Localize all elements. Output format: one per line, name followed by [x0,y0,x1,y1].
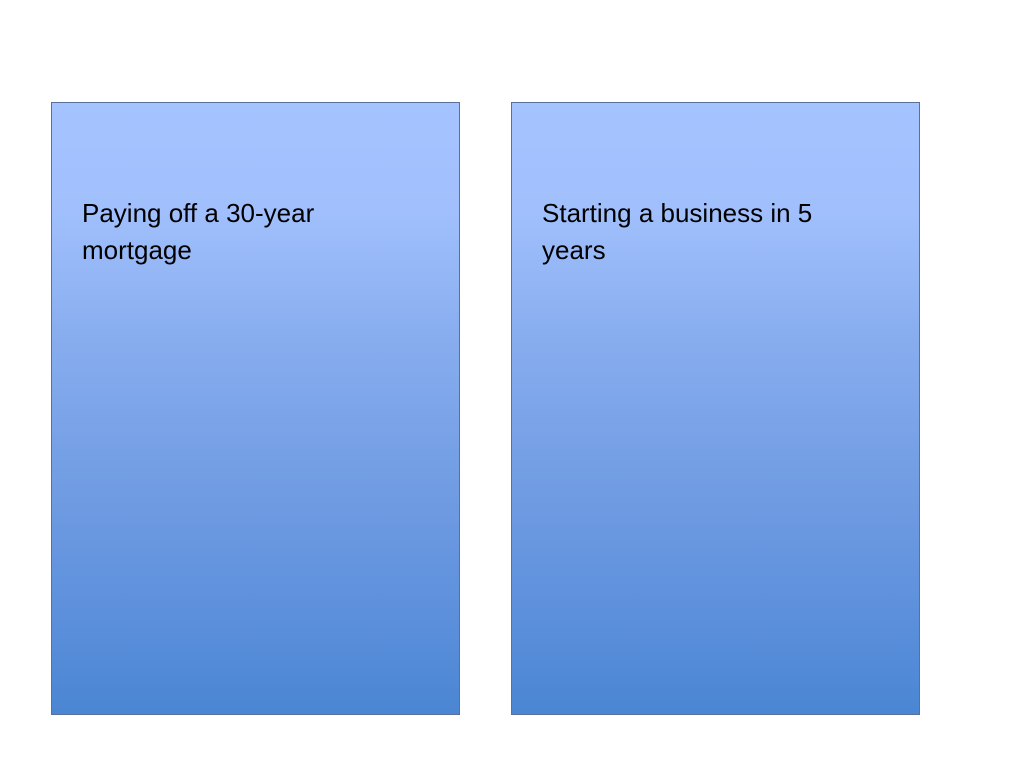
goal-card-business: Starting a business in 5 years [511,102,920,715]
card-text: Paying off a 30-year mortgage [82,198,315,265]
goal-card-mortgage: Paying off a 30-year mortgage [51,102,460,715]
card-text: Starting a business in 5 years [542,198,813,265]
